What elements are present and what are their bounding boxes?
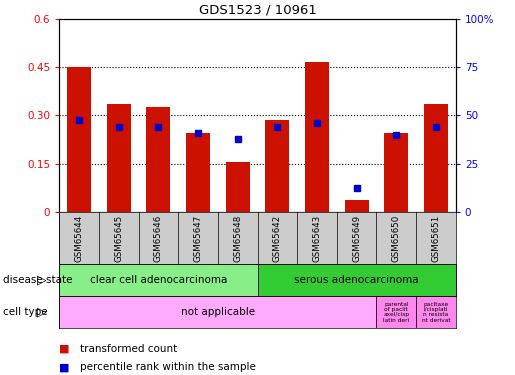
Title: GDS1523 / 10961: GDS1523 / 10961 xyxy=(199,3,316,16)
Text: clear cell adenocarcinoma: clear cell adenocarcinoma xyxy=(90,275,227,285)
Text: GSM65643: GSM65643 xyxy=(313,214,321,262)
Bar xyxy=(59,296,376,328)
Text: GSM65647: GSM65647 xyxy=(194,214,202,262)
Text: ■: ■ xyxy=(59,344,70,354)
Text: cell type: cell type xyxy=(3,307,47,317)
Bar xyxy=(376,296,416,328)
Text: GSM65642: GSM65642 xyxy=(273,214,282,262)
Bar xyxy=(345,200,369,212)
Text: parental
of paclit
axel/cisp
latin deri: parental of paclit axel/cisp latin deri xyxy=(383,302,409,323)
Bar xyxy=(226,162,250,212)
Text: GSM65649: GSM65649 xyxy=(352,214,361,262)
Text: transformed count: transformed count xyxy=(80,344,177,354)
Bar xyxy=(107,104,131,212)
Bar xyxy=(186,133,210,212)
Text: GSM65646: GSM65646 xyxy=(154,214,163,262)
Bar xyxy=(384,133,408,212)
Text: disease state: disease state xyxy=(3,275,72,285)
Text: GSM65648: GSM65648 xyxy=(233,214,242,262)
Text: GSM65645: GSM65645 xyxy=(114,214,123,262)
Text: GSM65651: GSM65651 xyxy=(432,214,440,262)
Bar xyxy=(265,120,289,212)
Text: GSM65644: GSM65644 xyxy=(75,214,83,262)
Bar xyxy=(416,296,456,328)
Bar xyxy=(424,104,448,212)
Text: serous adenocarcinoma: serous adenocarcinoma xyxy=(295,275,419,285)
Bar xyxy=(305,62,329,212)
Text: ▷: ▷ xyxy=(38,306,47,319)
Text: ■: ■ xyxy=(59,363,70,372)
Bar xyxy=(59,264,258,296)
Text: percentile rank within the sample: percentile rank within the sample xyxy=(80,363,256,372)
Bar xyxy=(146,107,170,212)
Text: ▷: ▷ xyxy=(38,274,47,287)
Text: not applicable: not applicable xyxy=(181,307,255,317)
Bar xyxy=(258,264,456,296)
Bar xyxy=(67,68,91,212)
Text: pacltaxe
l/cisplati
n resista
nt derivat: pacltaxe l/cisplati n resista nt derivat xyxy=(422,302,450,323)
Text: GSM65650: GSM65650 xyxy=(392,214,401,262)
